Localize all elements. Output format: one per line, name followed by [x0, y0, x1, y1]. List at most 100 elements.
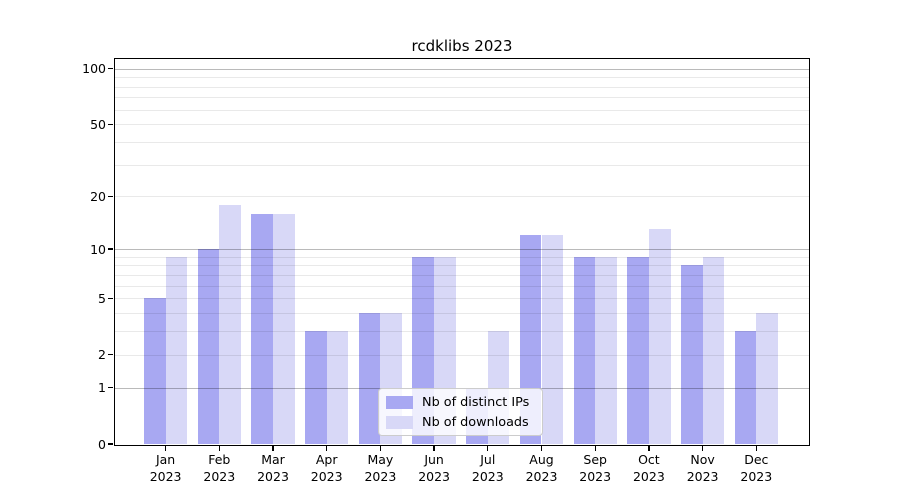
legend-item-distinct-ips: Nb of distinct IPs	[386, 394, 542, 411]
x-tick-label-feb: Feb 2023	[189, 452, 249, 485]
x-tick-mark-apr	[326, 446, 328, 451]
legend: Nb of distinct IPs Nb of downloads	[378, 388, 543, 436]
y-tick-label-10: 10	[90, 241, 106, 257]
legend-item-downloads: Nb of downloads	[386, 414, 542, 431]
y-tick-mark-100	[108, 68, 113, 70]
legend-swatch-distinct-ips	[386, 395, 413, 409]
bar-distinct-ips-apr	[305, 331, 327, 444]
y-tick-mark-50	[108, 123, 113, 126]
bar-downloads-aug	[541, 235, 564, 444]
x-tick-mark-mar	[272, 446, 274, 451]
bar-distinct-ips-feb	[197, 249, 220, 444]
month-name: Oct	[638, 452, 660, 467]
y-tick-label-0: 0	[98, 436, 106, 452]
bar-distinct-ips-dec	[734, 331, 757, 444]
legend-label-distinct-ips: Nb of distinct IPs	[422, 394, 530, 410]
gridline-minor-60	[115, 109, 809, 111]
y-tick-label-100: 100	[82, 61, 106, 77]
month-year: 2023	[364, 468, 397, 484]
month-year: 2023	[471, 468, 504, 484]
gridline-minor-7	[115, 274, 809, 276]
month-year: 2023	[257, 468, 289, 484]
month-year: 2023	[310, 468, 343, 484]
gridline-minor-6	[115, 285, 809, 287]
y-tick-mark-10	[108, 248, 113, 250]
gridline-minor-9	[115, 256, 809, 258]
gridline-minor-3	[115, 331, 809, 333]
bar-distinct-ips-sep	[573, 256, 596, 444]
month-year: 2023	[203, 468, 236, 484]
month-name: Sep	[583, 452, 607, 467]
x-tick-mark-dec	[755, 446, 757, 451]
x-tick-mark-jun	[433, 446, 435, 451]
x-tick-mark-oct	[648, 446, 650, 451]
x-tick-label-aug: Aug 2023	[512, 452, 572, 485]
gridline-minor-90	[115, 77, 809, 79]
gridline-minor-40	[115, 142, 809, 144]
bar-downloads-oct	[648, 229, 671, 444]
gridline-minor-2	[115, 354, 809, 356]
y-tick-mark-1	[108, 386, 113, 389]
x-tick-label-jan: Jan 2023	[136, 452, 196, 485]
legend-swatch-downloads	[386, 415, 413, 429]
month-year: 2023	[418, 468, 450, 484]
x-tick-label-apr: Apr 2023	[297, 452, 357, 485]
month-year: 2023	[632, 468, 665, 484]
month-name: Jun	[424, 452, 444, 467]
x-tick-mark-sep	[594, 446, 596, 451]
month-name: Mar	[261, 452, 285, 467]
chart-title: rcdklibs 2023	[411, 37, 513, 55]
bar-downloads-apr	[326, 331, 349, 444]
y-tick-mark-20	[108, 195, 113, 198]
x-tick-label-dec: Dec 2023	[726, 452, 786, 485]
gridline-major-100	[115, 68, 809, 70]
gridline-major-10	[115, 249, 809, 251]
bar-distinct-ips-nov	[680, 265, 703, 444]
month-name: Feb	[208, 452, 231, 467]
bar-downloads-jan	[165, 256, 188, 444]
gridline-minor-50	[115, 124, 809, 126]
bar-downloads-feb	[219, 204, 241, 444]
gridline-minor-70	[115, 97, 809, 99]
x-tick-label-nov: Nov 2023	[673, 452, 733, 485]
x-tick-mark-aug	[540, 446, 543, 451]
bar-distinct-ips-jan	[143, 298, 166, 444]
month-name: Jan	[155, 452, 176, 467]
month-year: 2023	[579, 468, 612, 484]
y-tick-label-5: 5	[98, 290, 106, 306]
y-tick-mark-2	[108, 353, 113, 356]
month-year: 2023	[740, 468, 773, 484]
x-tick-mark-nov	[701, 446, 704, 451]
bar-distinct-ips-may	[358, 313, 381, 444]
month-year: 2023	[686, 468, 719, 484]
legend-label-downloads: Nb of downloads	[422, 414, 529, 430]
x-tick-label-sep: Sep 2023	[565, 452, 625, 485]
x-tick-label-mar: Mar 2023	[243, 452, 303, 485]
y-tick-mark-0	[108, 443, 113, 445]
gridline-minor-8	[115, 265, 809, 267]
bar-downloads-nov	[702, 256, 725, 444]
month-name: Jul	[480, 452, 496, 467]
x-tick-label-jun: Jun 2023	[404, 452, 464, 485]
month-name: Aug	[529, 452, 554, 467]
bar-downloads-dec	[756, 313, 778, 444]
y-tick-label-1: 1	[98, 380, 106, 396]
month-name: Dec	[744, 452, 769, 467]
bar-downloads-sep	[595, 256, 617, 444]
x-tick-mark-may	[379, 446, 382, 451]
x-tick-mark-jul	[487, 446, 489, 451]
gridline-minor-4	[115, 313, 809, 315]
month-name: Apr	[315, 452, 338, 467]
gridline-minor-20	[115, 196, 809, 198]
month-year: 2023	[525, 468, 558, 484]
x-tick-mark-jan	[164, 446, 167, 451]
gridline-minor-5	[115, 298, 809, 300]
month-year: 2023	[149, 468, 182, 484]
month-name: Nov	[690, 452, 715, 467]
y-tick-label-20: 20	[90, 188, 106, 204]
x-tick-label-oct: Oct 2023	[619, 452, 679, 485]
x-tick-mark-feb	[218, 446, 220, 451]
gridline-minor-30	[115, 164, 809, 166]
y-tick-label-50: 50	[90, 116, 106, 132]
